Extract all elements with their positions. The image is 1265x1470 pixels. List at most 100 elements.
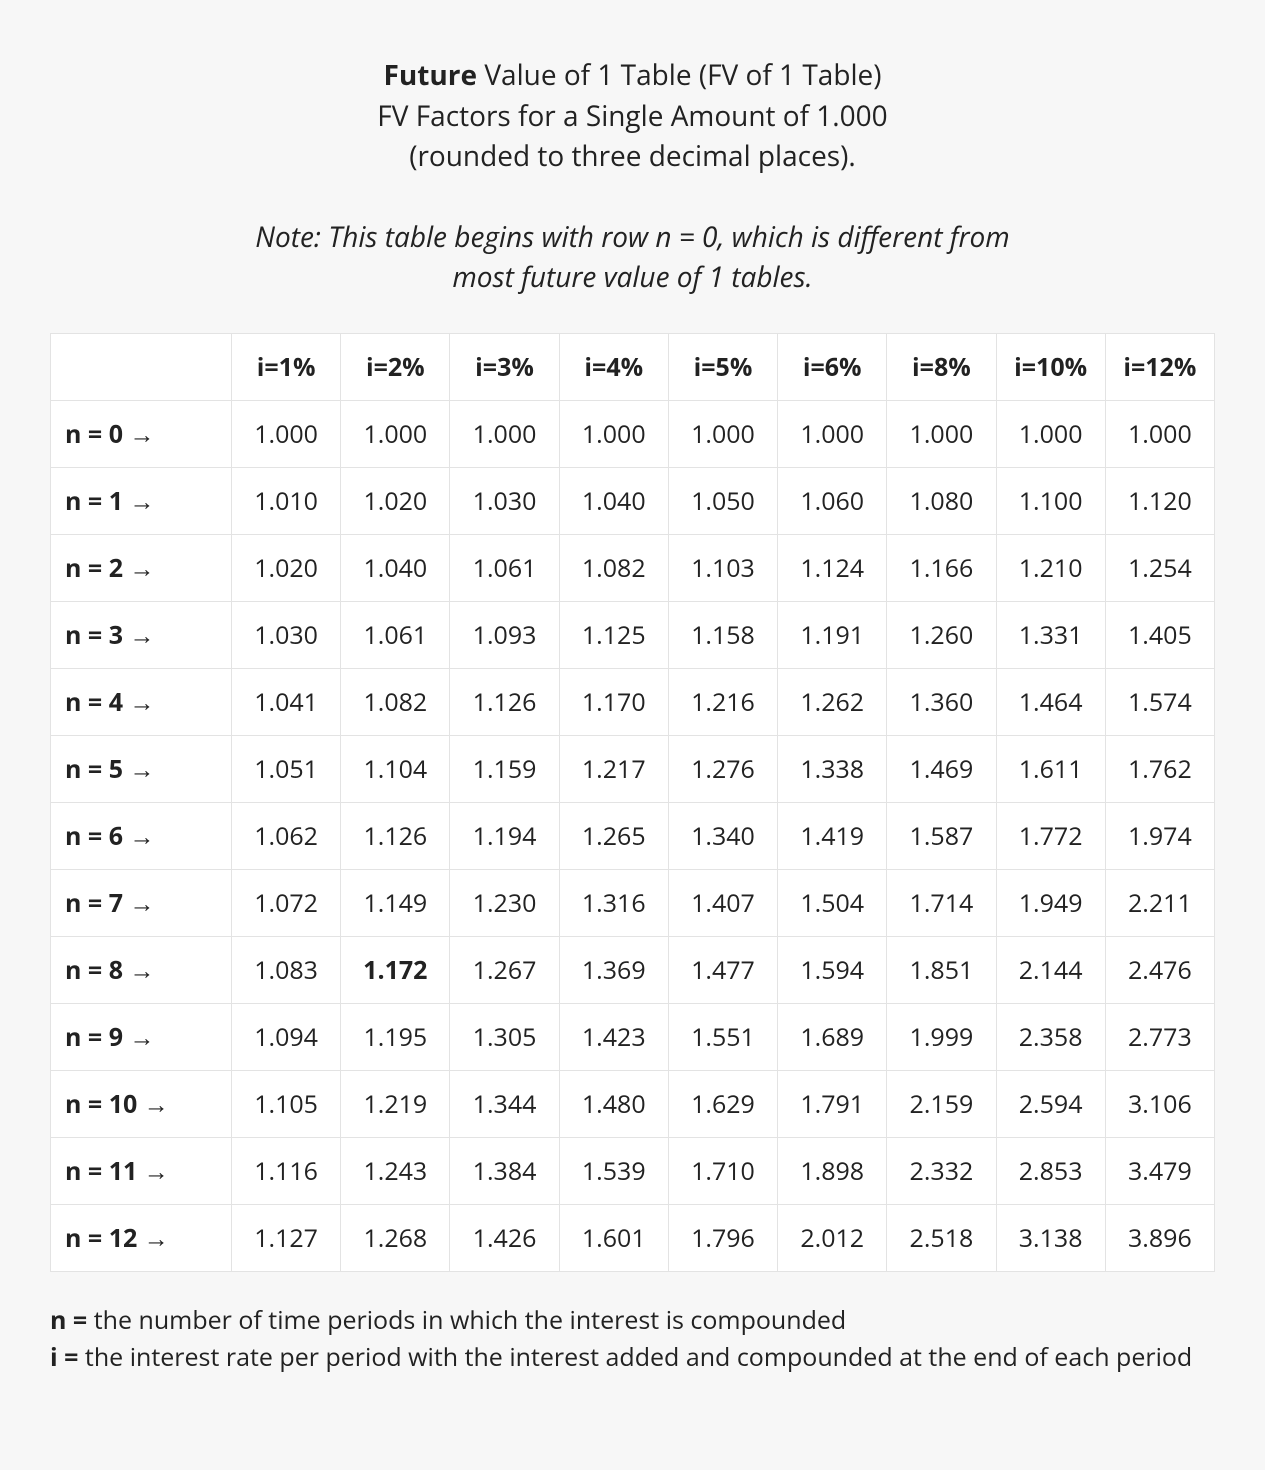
fv-cell: 1.480 [559,1070,668,1137]
legend: n = the number of time periods in which … [50,1302,1215,1377]
fv-cell: 1.061 [341,601,450,668]
fv-row-header: n = 9 → [51,1003,232,1070]
fv-col-header: i=12% [1105,333,1214,400]
fv-cell: 2.159 [887,1070,996,1137]
fv-cell: 1.172 [341,936,450,1003]
legend-i: i = the interest rate per period with th… [50,1339,1215,1377]
fv-cell: 1.020 [232,534,341,601]
fv-table: i=1%i=2%i=3%i=4%i=5%i=6%i=8%i=10%i=12% n… [50,333,1215,1272]
fv-table-body: n = 0 →1.0001.0001.0001.0001.0001.0001.0… [51,400,1215,1271]
legend-i-label: i = [50,1340,78,1374]
fv-cell: 1.551 [668,1003,777,1070]
fv-row-header: n = 0 → [51,400,232,467]
fv-cell: 1.340 [668,802,777,869]
fv-cell: 1.050 [668,467,777,534]
fv-cell: 1.949 [996,869,1105,936]
fv-cell: 1.194 [450,802,559,869]
fv-row-header: n = 3 → [51,601,232,668]
fv-cell: 1.851 [887,936,996,1003]
fv-cell: 1.000 [232,400,341,467]
fv-cell: 1.426 [450,1204,559,1271]
page-title: Future Value of 1 Table (FV of 1 Table) … [183,55,1083,177]
fv-row-header: n = 8 → [51,936,232,1003]
fv-cell: 2.853 [996,1137,1105,1204]
fv-cell: 2.012 [778,1204,887,1271]
fv-cell: 1.260 [887,601,996,668]
fv-cell: 1.124 [778,534,887,601]
fv-cell: 1.125 [559,601,668,668]
fv-cell: 1.191 [778,601,887,668]
fv-col-header: i=3% [450,333,559,400]
fv-cell: 1.159 [450,735,559,802]
fv-cell: 1.265 [559,802,668,869]
fv-cell: 1.254 [1105,534,1214,601]
fv-cell: 1.469 [887,735,996,802]
fv-cell: 1.104 [341,735,450,802]
fv-cell: 1.158 [668,601,777,668]
fv-row-header: n = 1 → [51,467,232,534]
table-row: n = 5 →1.0511.1041.1591.2171.2761.3381.4… [51,735,1215,802]
table-row: n = 7 →1.0721.1491.2301.3161.4071.5041.7… [51,869,1215,936]
fv-cell: 1.267 [450,936,559,1003]
fv-cell: 1.477 [668,936,777,1003]
fv-cell: 1.093 [450,601,559,668]
fv-cell: 1.464 [996,668,1105,735]
fv-cell: 1.126 [450,668,559,735]
fv-cell: 1.714 [887,869,996,936]
fv-cell: 2.144 [996,936,1105,1003]
fv-cell: 3.479 [1105,1137,1214,1204]
fv-cell: 2.476 [1105,936,1214,1003]
table-row: n = 4 →1.0411.0821.1261.1701.2161.2621.3… [51,668,1215,735]
fv-cell: 1.611 [996,735,1105,802]
fv-cell: 1.772 [996,802,1105,869]
fv-row-header: n = 2 → [51,534,232,601]
page: Future Value of 1 Table (FV of 1 Table) … [0,0,1265,1470]
title-line1-rest: Value of 1 Table (FV of 1 Table) [477,56,881,94]
fv-cell: 1.127 [232,1204,341,1271]
fv-cell: 1.060 [778,467,887,534]
fv-cell: 1.041 [232,668,341,735]
table-row: n = 3 →1.0301.0611.0931.1251.1581.1911.2… [51,601,1215,668]
table-row: n = 10 →1.1051.2191.3441.4801.6291.7912.… [51,1070,1215,1137]
table-row: n = 1 →1.0101.0201.0301.0401.0501.0601.0… [51,467,1215,534]
fv-cell: 1.000 [1105,400,1214,467]
title-bold-word: Future [383,56,477,94]
fv-cell: 1.030 [450,467,559,534]
fv-cell: 1.268 [341,1204,450,1271]
note-line2: most future value of 1 tables. [452,258,812,296]
fv-cell: 1.587 [887,802,996,869]
fv-cell: 1.116 [232,1137,341,1204]
fv-cell: 1.243 [341,1137,450,1204]
fv-col-header: i=1% [232,333,341,400]
fv-cell: 1.082 [559,534,668,601]
fv-cell: 1.316 [559,869,668,936]
fv-cell: 2.211 [1105,869,1214,936]
fv-cell: 2.518 [887,1204,996,1271]
fv-cell: 2.358 [996,1003,1105,1070]
fv-cell: 1.100 [996,467,1105,534]
fv-cell: 1.051 [232,735,341,802]
fv-cell: 1.040 [559,467,668,534]
fv-cell: 1.384 [450,1137,559,1204]
fv-table-head: i=1%i=2%i=3%i=4%i=5%i=6%i=8%i=10%i=12% [51,333,1215,400]
fv-col-header: i=10% [996,333,1105,400]
note-line1: Note: This table begins with row n = 0, … [255,218,1009,256]
fv-cell: 3.138 [996,1204,1105,1271]
fv-cell: 1.405 [1105,601,1214,668]
fv-cell: 1.276 [668,735,777,802]
fv-cell: 1.120 [1105,467,1214,534]
table-row: n = 8 →1.0831.1721.2671.3691.4771.5941.8… [51,936,1215,1003]
fv-cell: 1.999 [887,1003,996,1070]
fv-cell: 1.344 [450,1070,559,1137]
fv-cell: 1.305 [450,1003,559,1070]
fv-cell: 1.898 [778,1137,887,1204]
fv-cell: 1.230 [450,869,559,936]
fv-table-corner-cell [51,333,232,400]
legend-n: n = the number of time periods in which … [50,1302,1215,1340]
fv-cell: 1.217 [559,735,668,802]
fv-col-header: i=2% [341,333,450,400]
fv-cell: 1.594 [778,936,887,1003]
fv-row-header: n = 6 → [51,802,232,869]
fv-cell: 1.195 [341,1003,450,1070]
fv-cell: 1.094 [232,1003,341,1070]
